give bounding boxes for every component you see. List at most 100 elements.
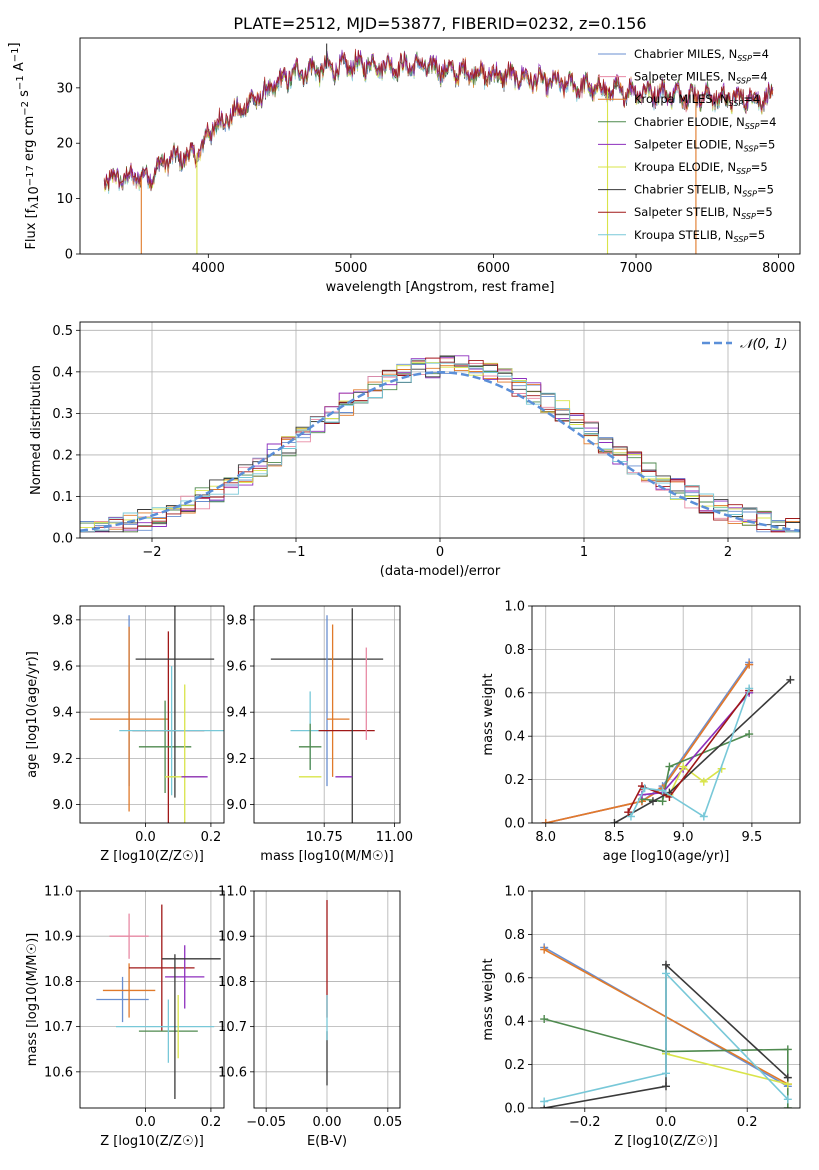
x-tick-label: 0.2	[201, 1115, 222, 1130]
y-tick-label: 9.2	[226, 752, 247, 767]
mass-vs-ebv-x-axis-label: E(B-V)	[307, 1134, 347, 1149]
y-tick-label: 0.6	[504, 686, 525, 701]
weight-line-kroupa-miles	[545, 664, 750, 823]
y-tick-label: 1.0	[504, 600, 525, 615]
spectrum-panel: 4000 5000 6000 7000 8000 0 10 20 30 wavelength [A…	[7, 37, 801, 295]
weight-marker	[541, 819, 550, 823]
y-tick-label: 0.2	[504, 1058, 525, 1073]
legend-entry: Chabrier STELIB, NSSP=5	[634, 183, 774, 199]
x-tick-label: 0.0	[135, 830, 156, 845]
weight-marker	[648, 797, 657, 806]
y-tick-label: 11.0	[218, 885, 247, 900]
legend-entry: Kroupa STELIB, NSSP=5	[634, 228, 765, 244]
histogram-x-axis-label: (data-model)/error	[380, 564, 501, 579]
weight-marker	[658, 786, 667, 795]
weight-marker	[662, 960, 670, 969]
weight-marker	[745, 660, 754, 669]
mass-vs-ebv-panel: −0.05 0.00 0.05 10.6 10.7 10.8 10.9 11.0 E(B-V)	[218, 885, 402, 1150]
x-tick-label: −2	[142, 545, 161, 560]
weight-marker	[662, 1069, 670, 1078]
x-tick-label: 7000	[619, 261, 652, 276]
y-tick-label: 1.0	[504, 885, 525, 900]
plot-area	[96, 904, 221, 1099]
weight-marker	[679, 762, 688, 771]
y-tick-label: 9.2	[52, 752, 73, 767]
x-tick-label: 0.05	[373, 1115, 402, 1130]
weight-marker	[783, 1104, 792, 1108]
y-tick-label: 9.8	[52, 613, 73, 628]
normal-distribution-curve	[80, 371, 800, 532]
plot-area	[103, 43, 774, 254]
weight-marker	[783, 1073, 792, 1082]
residual-histogram-panel: −2 −1 0 1 2 0.0 0.1 0.2 0.3 0.4 0.5 (data-model)/er…	[29, 321, 801, 579]
weight-marker	[699, 777, 708, 786]
y-tick-label: 11.0	[44, 885, 73, 900]
x-tick-label: −0.2	[569, 1115, 601, 1130]
weight-line-kroupa-elodie	[668, 765, 723, 796]
weight-vs-age-y-axis-label: mass weight	[481, 673, 496, 755]
weight-marker	[783, 1045, 792, 1054]
y-tick-label: 0.4	[504, 730, 525, 745]
x-tick-label: 8.0	[535, 830, 556, 845]
y-tick-label: 0	[65, 248, 73, 263]
x-tick-label: 10.75	[306, 830, 343, 845]
weight-line-kroupa-stelib	[544, 971, 789, 1103]
y-tick-label: 0.6	[504, 971, 525, 986]
x-tick-label: 0.00	[313, 1115, 342, 1130]
histogram-y-axis-label: Normed distribution	[29, 365, 44, 495]
y-tick-label: 0.5	[52, 324, 73, 339]
y-tick-label: 20	[56, 137, 73, 152]
weight-marker	[624, 808, 633, 817]
weight-marker	[662, 969, 670, 978]
weight-marker	[626, 812, 635, 821]
y-tick-label: 0.8	[504, 928, 525, 943]
y-tick-label: 10.8	[44, 975, 73, 990]
weight-marker	[745, 730, 754, 739]
y-tick-label: 9.4	[226, 706, 247, 721]
weight-marker	[540, 945, 549, 954]
x-tick-label: 11.00	[376, 830, 413, 845]
weight-marker	[786, 675, 795, 684]
y-tick-label: 0.2	[52, 448, 73, 463]
axes-frame	[531, 605, 801, 824]
mass-vs-Z-y-axis-label: mass [log10(M/M☉)]	[25, 933, 40, 1066]
y-tick-label: 10.8	[218, 975, 247, 990]
age-vs-mass-panel: 10.75 11.00 9.0 9.2 9.4 9.6 9.8 mass [log10(M/M…	[226, 605, 413, 864]
y-tick-label: 0.0	[52, 532, 73, 547]
weight-marker	[658, 797, 667, 806]
axes-frame	[79, 890, 225, 1109]
y-tick-label: 0.3	[52, 407, 73, 422]
weight-marker	[665, 762, 674, 771]
weight-vs-age-x-axis-label: age [log10(age/yr)]	[603, 849, 730, 864]
weight-vs-Z-x-axis-label: Z [log10(Z/Z☉)]	[614, 1134, 718, 1149]
plot-area	[270, 608, 384, 823]
plot-area	[540, 943, 792, 1108]
y-tick-label: 10.9	[44, 930, 73, 945]
plot-area	[541, 658, 795, 823]
weight-vs-Z-y-axis-label: mass weight	[481, 958, 496, 1040]
age-vs-metallicity-panel: 0.0 0.2 9.0 9.2 9.4 9.6 9.8 Z [log10(Z/Z☉)] age …	[25, 605, 225, 864]
legend-entry: Kroupa ELODIE, NSSP=5	[634, 160, 768, 176]
plot-area	[89, 606, 224, 823]
x-tick-label: 9.5	[742, 830, 763, 845]
x-tick-label: 0.0	[656, 1115, 677, 1130]
y-tick-label: 0.4	[52, 365, 73, 380]
axes-frame	[253, 890, 401, 1109]
weight-marker	[610, 819, 619, 823]
legend-entry: Salpeter MILES, NSSP=4	[634, 70, 768, 86]
weight-marker	[662, 1082, 670, 1091]
y-tick-label: 9.4	[52, 706, 73, 721]
axes-frame	[531, 890, 801, 1109]
legend-entry: Salpeter STELIB, NSSP=5	[634, 205, 773, 221]
y-tick-label: 10.7	[44, 1020, 73, 1035]
y-tick-label: 10.7	[218, 1020, 247, 1035]
y-tick-label: 0.0	[504, 1102, 525, 1117]
y-tick-label: 0.0	[504, 817, 525, 832]
mass-vs-Z-x-axis-label: Z [log10(Z/Z☉)]	[100, 1134, 204, 1149]
y-tick-label: 0.1	[52, 490, 73, 505]
age-vs-Z-y-axis-label: age [log10(age/yr)]	[25, 651, 40, 778]
x-tick-label: −0.05	[246, 1115, 286, 1130]
weight-line-salpeter-stelib	[627, 690, 750, 813]
x-tick-label: 0.2	[201, 830, 222, 845]
